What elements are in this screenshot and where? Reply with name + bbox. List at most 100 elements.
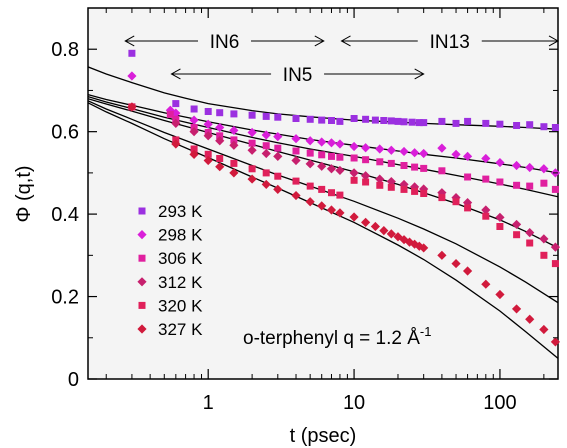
data-point bbox=[215, 136, 225, 146]
data-point bbox=[410, 148, 420, 158]
data-point bbox=[306, 182, 314, 190]
data-point bbox=[349, 168, 359, 178]
data-point bbox=[539, 234, 549, 244]
data-point bbox=[215, 122, 225, 133]
data-point bbox=[464, 204, 472, 212]
data-point bbox=[539, 164, 549, 174]
legend-label: 327 K bbox=[158, 320, 203, 339]
data-point bbox=[292, 115, 300, 122]
data-point bbox=[495, 157, 505, 168]
data-point bbox=[216, 109, 224, 117]
data-point bbox=[165, 105, 175, 115]
data-point bbox=[328, 189, 335, 197]
chart-annotation: o-terphenyl q = 1.2 Å-1 bbox=[243, 324, 431, 349]
arrowhead-right bbox=[548, 35, 560, 47]
range-label: IN5 bbox=[283, 65, 313, 86]
data-point bbox=[230, 110, 238, 118]
data-point bbox=[525, 228, 535, 238]
data-point bbox=[335, 165, 345, 176]
data-point bbox=[248, 111, 256, 119]
data-point bbox=[247, 127, 257, 138]
data-point bbox=[261, 179, 271, 190]
data-point bbox=[376, 181, 384, 189]
data-point bbox=[415, 119, 423, 127]
data-point bbox=[189, 127, 199, 137]
data-point bbox=[229, 125, 239, 136]
data-point bbox=[387, 159, 395, 167]
series-2 bbox=[127, 71, 561, 178]
data-point bbox=[262, 142, 270, 150]
data-point bbox=[317, 137, 327, 147]
data-point bbox=[204, 108, 212, 115]
data-point bbox=[326, 164, 337, 174]
data-point bbox=[273, 151, 283, 161]
y-tick-label: 0.4 bbox=[51, 204, 79, 226]
data-point bbox=[273, 184, 283, 194]
data-point bbox=[550, 337, 561, 347]
data-point bbox=[261, 130, 271, 140]
data-point bbox=[335, 139, 345, 149]
arrowhead-left bbox=[340, 35, 351, 47]
series-6 bbox=[127, 102, 561, 347]
data-point bbox=[203, 119, 213, 129]
legend-marker bbox=[137, 230, 147, 240]
data-point bbox=[318, 185, 326, 193]
x-tick-label: 100 bbox=[483, 392, 516, 414]
data-point bbox=[305, 197, 315, 207]
data-point bbox=[482, 212, 490, 220]
data-point bbox=[171, 139, 181, 149]
data-point bbox=[306, 149, 314, 157]
data-point bbox=[262, 169, 270, 177]
range-in5: IN5 bbox=[170, 65, 425, 86]
data-point bbox=[419, 184, 429, 194]
data-point bbox=[362, 156, 370, 164]
x-tick-label: 1 bbox=[203, 392, 214, 414]
data-point bbox=[452, 119, 460, 127]
data-point bbox=[513, 181, 521, 189]
data-point bbox=[203, 131, 213, 141]
data-point bbox=[317, 161, 327, 171]
instrument-ranges: IN6 IN13 IN5 bbox=[124, 32, 560, 86]
data-point bbox=[248, 139, 256, 147]
data-point bbox=[404, 237, 415, 247]
arrowhead-left bbox=[124, 35, 135, 47]
legend-marker bbox=[137, 277, 147, 287]
legend-label: 320 K bbox=[158, 296, 203, 315]
data-point bbox=[274, 172, 282, 180]
data-point bbox=[511, 304, 522, 314]
data-point bbox=[400, 118, 408, 126]
data-point bbox=[291, 134, 301, 144]
data-point bbox=[551, 260, 559, 268]
data-point bbox=[451, 149, 461, 159]
data-point bbox=[513, 122, 521, 129]
arrowhead-right bbox=[314, 35, 325, 47]
data-point bbox=[318, 151, 326, 159]
data-point bbox=[399, 146, 409, 157]
legend-marker bbox=[137, 324, 147, 334]
data-point bbox=[462, 197, 473, 208]
data-point bbox=[482, 175, 490, 183]
y-tick-label: 0.2 bbox=[51, 287, 79, 309]
data-point bbox=[437, 143, 447, 153]
data-point bbox=[127, 71, 137, 81]
data-point bbox=[375, 174, 385, 184]
series-1 bbox=[128, 49, 559, 131]
data-point bbox=[379, 226, 389, 236]
data-point bbox=[481, 205, 491, 215]
data-point bbox=[362, 115, 370, 123]
data-point bbox=[362, 178, 370, 186]
y-tick-label: 0.6 bbox=[51, 122, 79, 144]
data-point bbox=[464, 173, 472, 181]
axes: 0 0.2 0.4 0.6 0.8 1 10 100 bbox=[51, 8, 558, 414]
legend-label: 298 K bbox=[158, 226, 203, 245]
plot-area bbox=[87, 7, 559, 380]
data-point bbox=[190, 105, 198, 113]
range-in13: IN13 bbox=[340, 32, 560, 53]
range-label: IN13 bbox=[430, 32, 470, 53]
data-point bbox=[495, 289, 505, 300]
data-point bbox=[248, 165, 256, 173]
data-point bbox=[171, 118, 181, 129]
data-point bbox=[437, 250, 447, 260]
data-point bbox=[203, 155, 213, 166]
arrowhead-left bbox=[170, 68, 181, 80]
